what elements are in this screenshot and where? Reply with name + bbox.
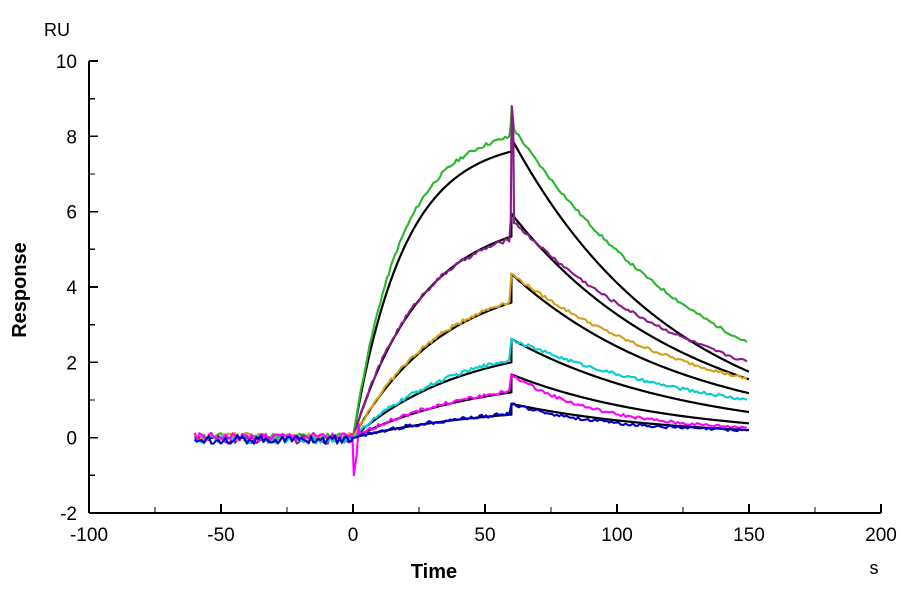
x-unit-label: s <box>870 558 879 578</box>
x-tick-label: 50 <box>474 525 495 546</box>
fit-curves-group <box>194 137 750 439</box>
axes-group: -100 -50 0 50 100 150 200 -2 0 2 4 6 8 10 <box>56 52 897 546</box>
y-tick-label: 6 <box>66 203 77 224</box>
concentration-6-blue <box>193 402 748 445</box>
x-tick-label: -50 <box>207 525 234 546</box>
y-tick-label: -2 <box>60 504 77 525</box>
fit-6 <box>194 402 750 439</box>
y-unit-label: RU <box>44 20 70 40</box>
data-curves-group <box>193 105 748 477</box>
concentration-2-purple <box>194 105 748 445</box>
y-tick-label: 0 <box>66 429 77 450</box>
concentration-5-magenta <box>193 373 748 477</box>
x-axis-title: Time <box>411 561 457 583</box>
y-tick-label: 8 <box>66 127 77 148</box>
fit-2 <box>194 212 750 439</box>
y-axis-title: Response <box>9 242 31 338</box>
x-tick-label: 150 <box>733 525 765 546</box>
y-tick-label: 10 <box>56 52 77 73</box>
fit-1 <box>194 137 750 439</box>
y-tick-label: 4 <box>66 278 77 299</box>
x-tick-label: 0 <box>348 525 359 546</box>
y-tick-label: 2 <box>66 353 77 374</box>
x-tick-label: 200 <box>865 525 897 546</box>
concentration-1-green <box>193 105 748 442</box>
x-tick-label: -100 <box>70 525 108 546</box>
axis-labels-group: RU Response Time s <box>9 20 879 583</box>
x-tick-label: 100 <box>601 525 633 546</box>
